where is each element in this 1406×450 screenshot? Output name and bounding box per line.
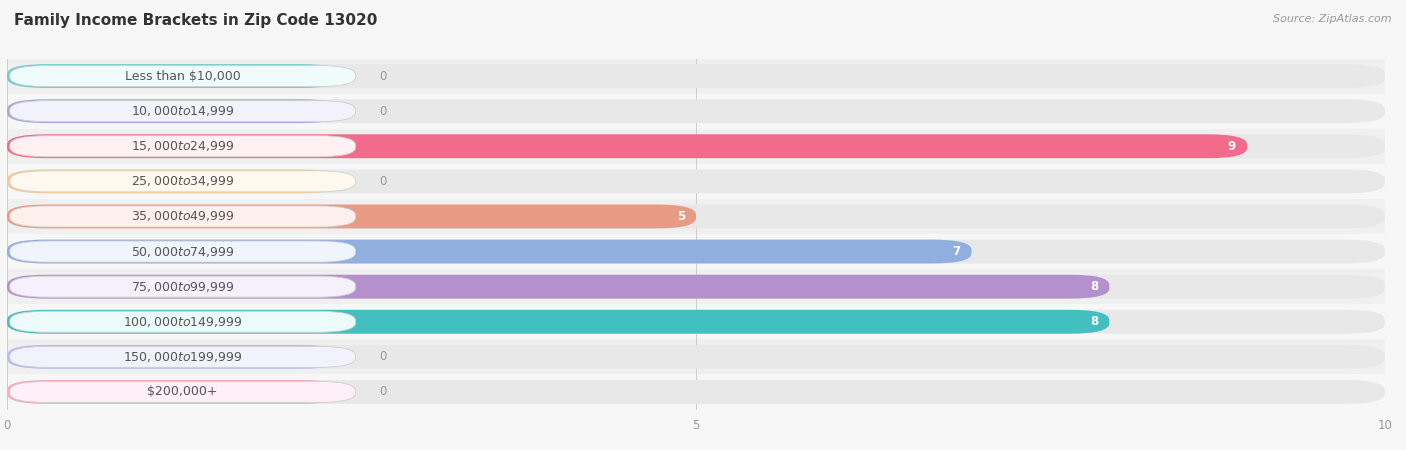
FancyBboxPatch shape — [7, 274, 1385, 299]
Text: $100,000 to $149,999: $100,000 to $149,999 — [122, 315, 242, 329]
FancyBboxPatch shape — [7, 339, 1385, 374]
FancyBboxPatch shape — [7, 199, 1385, 234]
Text: $75,000 to $99,999: $75,000 to $99,999 — [131, 279, 235, 294]
Text: 0: 0 — [380, 175, 387, 188]
Text: $25,000 to $34,999: $25,000 to $34,999 — [131, 174, 235, 189]
Text: 9: 9 — [1227, 140, 1236, 153]
FancyBboxPatch shape — [7, 164, 1385, 199]
FancyBboxPatch shape — [7, 204, 696, 229]
FancyBboxPatch shape — [10, 241, 356, 262]
Text: $10,000 to $14,999: $10,000 to $14,999 — [131, 104, 235, 118]
FancyBboxPatch shape — [10, 66, 356, 86]
Text: 5: 5 — [676, 210, 685, 223]
FancyBboxPatch shape — [7, 380, 340, 404]
Text: Less than $10,000: Less than $10,000 — [125, 70, 240, 82]
FancyBboxPatch shape — [7, 129, 1385, 164]
FancyBboxPatch shape — [7, 310, 1385, 334]
FancyBboxPatch shape — [7, 94, 1385, 129]
FancyBboxPatch shape — [7, 310, 1109, 334]
FancyBboxPatch shape — [7, 58, 1385, 94]
Text: 0: 0 — [380, 105, 387, 117]
Text: Family Income Brackets in Zip Code 13020: Family Income Brackets in Zip Code 13020 — [14, 14, 377, 28]
FancyBboxPatch shape — [7, 169, 1385, 194]
FancyBboxPatch shape — [7, 64, 340, 88]
FancyBboxPatch shape — [7, 239, 1385, 264]
Text: $50,000 to $74,999: $50,000 to $74,999 — [131, 244, 235, 259]
FancyBboxPatch shape — [7, 345, 1385, 369]
Text: $150,000 to $199,999: $150,000 to $199,999 — [122, 350, 242, 364]
Text: $35,000 to $49,999: $35,000 to $49,999 — [131, 209, 235, 224]
FancyBboxPatch shape — [7, 64, 1385, 88]
FancyBboxPatch shape — [7, 134, 1247, 158]
Text: Source: ZipAtlas.com: Source: ZipAtlas.com — [1274, 14, 1392, 23]
Text: 0: 0 — [380, 386, 387, 398]
Text: 8: 8 — [1090, 280, 1098, 293]
Text: 7: 7 — [952, 245, 960, 258]
FancyBboxPatch shape — [10, 346, 356, 367]
FancyBboxPatch shape — [10, 101, 356, 122]
Text: $200,000+: $200,000+ — [148, 386, 218, 398]
FancyBboxPatch shape — [7, 204, 1385, 229]
FancyBboxPatch shape — [7, 274, 1109, 299]
FancyBboxPatch shape — [7, 374, 1385, 410]
Text: $15,000 to $24,999: $15,000 to $24,999 — [131, 139, 235, 153]
FancyBboxPatch shape — [7, 269, 1385, 304]
FancyBboxPatch shape — [7, 380, 1385, 404]
FancyBboxPatch shape — [10, 136, 356, 157]
FancyBboxPatch shape — [7, 134, 1385, 158]
FancyBboxPatch shape — [10, 171, 356, 192]
FancyBboxPatch shape — [7, 304, 1385, 339]
FancyBboxPatch shape — [10, 206, 356, 227]
FancyBboxPatch shape — [10, 276, 356, 297]
FancyBboxPatch shape — [7, 99, 1385, 123]
FancyBboxPatch shape — [7, 239, 972, 264]
FancyBboxPatch shape — [7, 234, 1385, 269]
FancyBboxPatch shape — [7, 345, 340, 369]
Text: 0: 0 — [380, 70, 387, 82]
Text: 8: 8 — [1090, 315, 1098, 328]
FancyBboxPatch shape — [7, 99, 340, 123]
FancyBboxPatch shape — [10, 311, 356, 332]
FancyBboxPatch shape — [7, 169, 340, 194]
Text: 0: 0 — [380, 351, 387, 363]
FancyBboxPatch shape — [10, 382, 356, 402]
